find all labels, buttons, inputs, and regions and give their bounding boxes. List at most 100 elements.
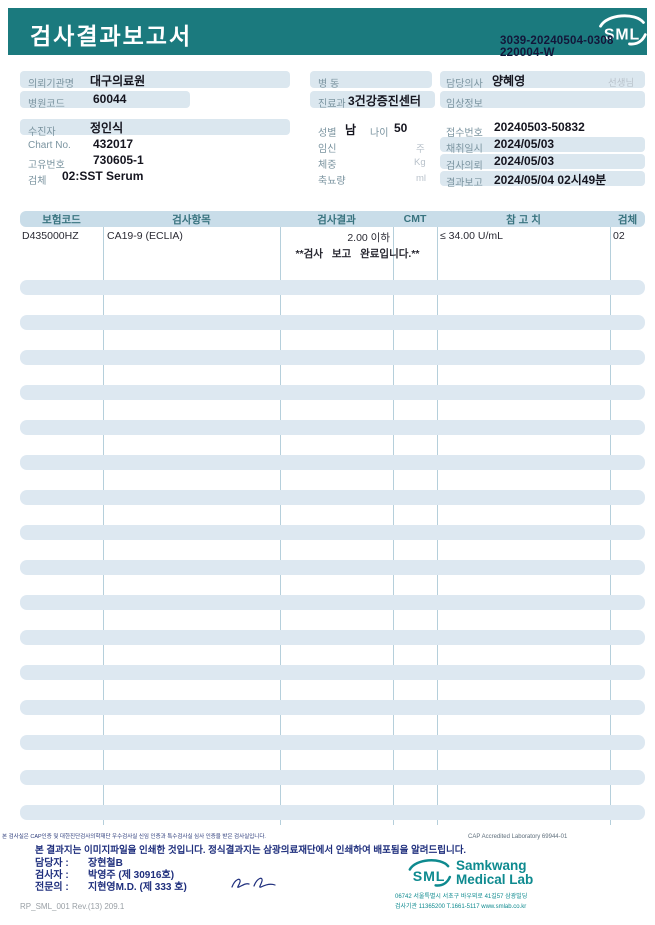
page-title: 검사결과보고서 xyxy=(30,23,193,49)
lab-name-line2: Medical Lab xyxy=(456,872,534,887)
table-empty-row xyxy=(20,595,645,610)
table-empty-row xyxy=(20,630,645,645)
col-header-specimen: 검체 xyxy=(617,213,638,226)
unique-no-value: 730605-1 xyxy=(93,153,144,167)
col-header-cmt: CMT xyxy=(403,213,427,225)
clinical-chip xyxy=(440,91,645,108)
staff-role-specialist: 전문의 : xyxy=(35,882,69,893)
lab-contact: 검사기관 11365200 T.1661-5117 www.smlab.co.k… xyxy=(395,904,527,910)
staff-role-manager: 담당자 : xyxy=(35,858,69,869)
table-empty-row xyxy=(20,525,645,540)
pregnancy-unit: 주 xyxy=(416,144,425,155)
accreditation-text-ko: 본 검사실은 CAP인증 및 대한진단검사의학재단 우수검사실 신임 인증과 특… xyxy=(2,834,266,840)
lab-name: Samkwang Medical Lab xyxy=(456,859,533,887)
table-empty-row xyxy=(20,770,645,785)
report-id-line2: 220004-W xyxy=(500,47,555,59)
doctor-value: 양혜영 xyxy=(492,74,526,88)
dept-label: 진료과 xyxy=(318,99,346,110)
footer-sml-logo-text: SML xyxy=(413,869,445,885)
cell-test-item: CA19-9 (ECLIA) xyxy=(107,230,183,242)
table-column-line xyxy=(437,211,438,825)
results-table: 보험코드 검사항목 검사결과 CMT 참 고 치 검체 D435000HZ CA… xyxy=(20,211,645,838)
footer-sml-logo-icon: SML xyxy=(408,859,452,887)
col-header-result: 검사결과 xyxy=(317,213,356,226)
report-date-label: 결과보고 xyxy=(446,178,483,189)
staff-name-manager: 장현철B xyxy=(88,858,123,869)
hospital-code-value: 60044 xyxy=(93,92,127,106)
report-complete-message: **검사 보고 완료입니다.** xyxy=(295,248,420,260)
sml-logo-text: SML xyxy=(604,26,640,43)
table-header-row: 보험코드 검사항목 검사결과 CMT 참 고 치 검체 xyxy=(20,211,645,227)
cell-result: 2.00 이하 xyxy=(347,232,390,244)
age-label: 나이 xyxy=(370,128,389,139)
print-notice: 본 결과지는 이미지파일을 인쇄한 것입니다. 정식결과지는 삼광의료재단에서 … xyxy=(35,845,467,856)
request-label: 검사의뢰 xyxy=(446,161,483,172)
collect-chip xyxy=(440,137,645,152)
report-id-block: 3039-20240504-0308 220004-W xyxy=(500,35,648,59)
dept-chip xyxy=(310,91,435,108)
staff-name-specialist: 지현영M.D. (제 333 호) xyxy=(88,882,187,893)
receipt-label: 접수번호 xyxy=(446,128,483,139)
table-empty-row xyxy=(20,700,645,715)
table-empty-row xyxy=(20,420,645,435)
chart-no-label: Chart No. xyxy=(28,140,71,151)
table-column-line xyxy=(103,211,104,825)
age-value: 50 xyxy=(394,121,408,135)
sex-label: 성별 xyxy=(318,128,337,139)
sml-logo-icon: SML xyxy=(599,14,647,46)
doctor-label: 담당의사 xyxy=(446,79,483,90)
pregnancy-label: 임신 xyxy=(318,144,337,155)
table-column-line xyxy=(393,211,394,825)
table-empty-row xyxy=(20,560,645,575)
doctor-chip xyxy=(440,71,645,88)
ward-chip xyxy=(310,71,432,88)
staff-name-examiner: 박영주 (제 30916호) xyxy=(88,870,175,881)
lab-address: 06742 서울특별시 서초구 바우뫼로 41길57 삼광빌딩 xyxy=(395,894,528,900)
org-label: 의뢰기관명 xyxy=(28,79,74,90)
doctor-suffix: 선생님 xyxy=(608,78,635,89)
cell-reference: ≤ 34.00 U/mL xyxy=(440,230,503,242)
cell-insurance-code: D435000HZ xyxy=(22,230,79,242)
weight-unit: Kg xyxy=(414,157,426,168)
weight-label: 체중 xyxy=(318,160,337,171)
lab-name-line1: Samkwang xyxy=(456,858,527,873)
table-empty-row xyxy=(20,280,645,295)
table-column-line xyxy=(280,211,281,825)
table-empty-row xyxy=(20,805,645,820)
request-chip xyxy=(440,154,645,169)
table-empty-row xyxy=(20,385,645,400)
collect-value: 2024/05/03 xyxy=(494,137,555,151)
signature-icon xyxy=(231,877,276,888)
col-header-reference: 참 고 치 xyxy=(506,213,541,226)
document-code: RP_SML_001 Rev.(13) 209.1 xyxy=(20,902,125,911)
hospital-code-chip xyxy=(20,91,190,108)
receipt-value: 20240503-50832 xyxy=(494,120,585,134)
report-id-line1: 3039-20240504-0308 xyxy=(500,35,614,47)
specimen-label: 검체 xyxy=(28,176,47,187)
report-date-chip xyxy=(440,171,645,186)
dept-value: 3건강증진센터 xyxy=(348,94,421,108)
patient-value: 정인식 xyxy=(90,121,124,135)
col-header-test-item: 검사항목 xyxy=(172,213,211,226)
ward-label: 병 동 xyxy=(318,79,340,90)
table-empty-row xyxy=(20,315,645,330)
col-header-insurance-code: 보험코드 xyxy=(42,213,81,226)
clinical-label: 임상정보 xyxy=(446,99,483,110)
report-date-value: 2024/05/04 02시49분 xyxy=(494,173,607,187)
urine-unit: ml xyxy=(416,173,427,184)
cell-specimen: 02 xyxy=(613,230,625,242)
sex-value: 남 xyxy=(345,123,357,137)
urine-label: 축뇨량 xyxy=(318,176,346,187)
collect-label: 채취일시 xyxy=(446,144,483,155)
table-empty-row xyxy=(20,350,645,365)
accreditation-text-en: CAP Accredited Laboratory 69944-01 xyxy=(468,834,568,840)
table-empty-row xyxy=(20,665,645,680)
request-value: 2024/05/03 xyxy=(494,154,555,168)
patient-label: 수진자 xyxy=(28,127,56,138)
table-empty-row xyxy=(20,490,645,505)
org-chip xyxy=(20,71,290,88)
patient-chip xyxy=(20,119,290,135)
staff-role-examiner: 검사자 : xyxy=(35,870,69,881)
unique-no-label: 고유번호 xyxy=(28,160,65,171)
